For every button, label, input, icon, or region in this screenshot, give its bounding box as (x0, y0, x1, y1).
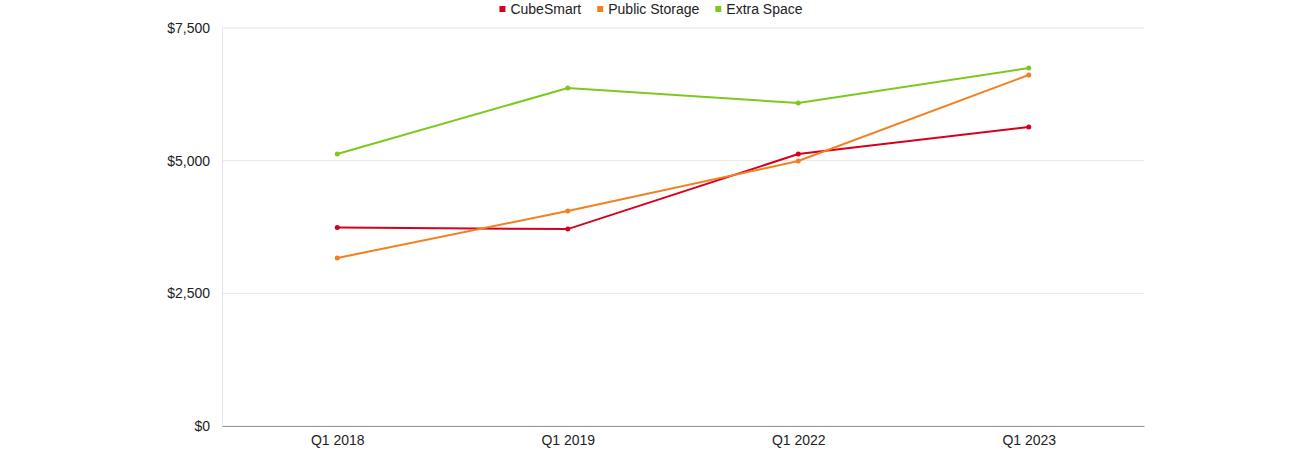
x-tick-label: Q1 2019 (541, 432, 595, 448)
x-tick: Q1 2018 (311, 426, 365, 448)
y-tick-label: $7,500 (167, 20, 210, 36)
legend-item: CubeSmart (499, 1, 581, 17)
series-marker (565, 86, 570, 91)
legend-swatch (715, 6, 721, 12)
legend-swatch (499, 6, 505, 12)
series-marker (335, 225, 340, 230)
series-marker (565, 227, 570, 232)
series-marker (1026, 125, 1031, 130)
series-marker (796, 159, 801, 164)
series-line (337, 68, 1029, 154)
marks (335, 66, 1032, 261)
y-tick: $0 (194, 418, 222, 434)
grid (222, 28, 1144, 426)
series-marker (796, 152, 801, 157)
series-marker (335, 255, 340, 260)
series-marker (1026, 66, 1031, 71)
chart: $0 $2,500 $5,000 $7,500 Q1 2018 Q1 2019 Q1 202… (0, 0, 1302, 452)
y-tick: $2,500 (167, 285, 222, 301)
legend-item: Public Storage (597, 1, 699, 17)
legend-label: Extra Space (726, 1, 802, 17)
x-tick-label: Q1 2022 (772, 432, 826, 448)
series-marker (1026, 73, 1031, 78)
series-marker (796, 101, 801, 106)
grid-line (222, 293, 1144, 294)
y-tick: $7,500 (167, 20, 222, 36)
legend-swatch (597, 6, 603, 12)
y-axis-line (222, 29, 223, 427)
plot: $0 $2,500 $5,000 $7,500 Q1 2018 Q1 2019 Q1 202… (167, 20, 1144, 448)
grid-line (222, 426, 1144, 427)
y-tick-label: $5,000 (167, 153, 210, 169)
y-tick-label: $2,500 (167, 285, 210, 301)
x-tick: Q1 2019 (541, 426, 595, 448)
legend-label: CubeSmart (510, 1, 581, 17)
x-axis-line (223, 426, 1145, 427)
x-tick: Q1 2023 (1002, 426, 1056, 448)
series-marker (565, 209, 570, 214)
y-tick: $5,000 (167, 153, 222, 169)
x-tick: Q1 2022 (772, 426, 826, 448)
series-marker (335, 152, 340, 157)
series-line (337, 75, 1029, 258)
x-tick-label: Q1 2018 (311, 432, 365, 448)
legend: CubeSmart Public Storage Extra Space (499, 1, 802, 17)
series-line (337, 127, 1029, 229)
grid-line (222, 28, 1144, 29)
legend-label: Public Storage (608, 1, 699, 17)
y-tick-label: $0 (194, 418, 210, 434)
grid-line (222, 160, 1144, 161)
y-axis: $0 $2,500 $5,000 $7,500 (167, 20, 222, 434)
x-axis: Q1 2018 Q1 2019 Q1 2022 Q1 2023 (223, 426, 1145, 448)
legend-item: Extra Space (715, 1, 802, 17)
x-tick-label: Q1 2023 (1002, 432, 1056, 448)
